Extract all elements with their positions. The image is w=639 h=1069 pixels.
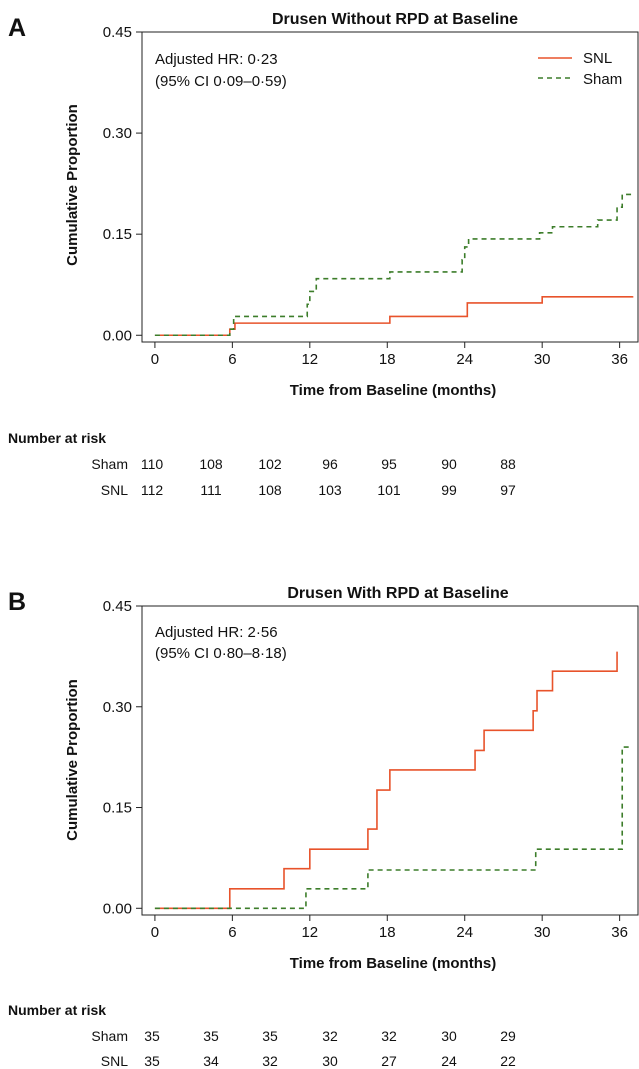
y-axis-label: Cumulative Proportion — [64, 679, 81, 841]
x-tick-label: 18 — [379, 351, 396, 368]
series-line-sham — [154, 746, 633, 910]
risk-cell: 101 — [377, 482, 401, 498]
risk-cell: 24 — [441, 1053, 457, 1069]
hr-annotation-line1: Adjusted HR: 2·56 — [155, 624, 278, 641]
risk-cell: 29 — [500, 1028, 516, 1044]
risk-cell: 103 — [318, 482, 342, 498]
y-tick-label: 0.30 — [103, 125, 132, 142]
risk-cell: 34 — [203, 1053, 219, 1069]
ci-annotation-line2: (95% CI 0·80–8·18) — [155, 645, 287, 662]
risk-cell: 88 — [500, 456, 516, 472]
panel-b: B Drusen With RPD at Baseline 0.000.150.… — [8, 585, 639, 1069]
y-tick-label: 0.15 — [103, 226, 132, 243]
risk-cell: 30 — [441, 1028, 457, 1044]
x-tick-label: 24 — [456, 351, 473, 368]
series-line-snl — [154, 651, 618, 910]
risk-cell: 108 — [258, 482, 282, 498]
x-tick-label: 6 — [228, 351, 236, 368]
y-tick-label: 0.15 — [103, 800, 132, 817]
series-line-snl — [154, 296, 634, 337]
chart-title: Drusen With RPD at Baseline — [287, 585, 508, 602]
risk-cell: 110 — [141, 456, 164, 472]
x-tick-label: 12 — [301, 351, 318, 368]
risk-cell: 90 — [441, 456, 457, 472]
risk-cell: 96 — [322, 456, 338, 472]
x-tick-label: 36 — [611, 924, 628, 941]
panel-a: A Drusen Without RPD at Baseline 0.00 0.1… — [8, 11, 639, 498]
y-tick-label: 0.45 — [103, 598, 132, 615]
plot-area: 0.00 0.15 0.30 0.45 0 6 12 18 24 30 36 — [103, 598, 639, 941]
risk-cell: 27 — [381, 1053, 397, 1069]
plot-frame — [141, 605, 639, 916]
x-tick-label: 0 — [151, 351, 159, 368]
legend: SNL Sham — [538, 50, 622, 88]
ci-annotation-line2: (95% CI 0·09–0·59) — [155, 73, 287, 90]
risk-cell: 108 — [199, 456, 223, 472]
risk-cell: 95 — [381, 456, 397, 472]
risk-cell: 111 — [200, 482, 221, 498]
hr-annotation-line1: Adjusted HR: 0·23 — [155, 51, 278, 68]
risk-table-heading: Number at risk — [8, 430, 106, 446]
risk-cell: 22 — [500, 1053, 516, 1069]
risk-cell: 32 — [381, 1028, 397, 1044]
risk-cell: 35 — [262, 1028, 278, 1044]
risk-cell: 35 — [203, 1028, 219, 1044]
x-tick-label: 6 — [228, 924, 236, 941]
legend-label-sham: Sham — [583, 71, 622, 88]
risk-row-label: SNL — [101, 482, 128, 498]
y-tick-label: 0.00 — [103, 900, 132, 917]
risk-cell: 32 — [262, 1053, 278, 1069]
x-tick-label: 36 — [611, 351, 628, 368]
x-tick-label: 12 — [301, 924, 318, 941]
series-line-sham — [154, 193, 633, 337]
risk-cell: 30 — [322, 1053, 338, 1069]
plot-frame — [141, 31, 639, 343]
x-axis-label: Time from Baseline (months) — [290, 382, 496, 399]
chart-title: Drusen Without RPD at Baseline — [272, 11, 518, 28]
risk-row-label: Sham — [91, 456, 128, 472]
y-tick-label: 0.30 — [103, 699, 132, 716]
risk-row-label: Sham — [91, 1028, 128, 1044]
x-axis-label: Time from Baseline (months) — [290, 955, 496, 972]
y-axis-label: Cumulative Proportion — [64, 104, 81, 266]
risk-cell: 35 — [144, 1028, 160, 1044]
x-tick-label: 30 — [534, 351, 551, 368]
risk-cell: 32 — [322, 1028, 338, 1044]
plot-area: 0.00 0.15 0.30 0.45 0 6 12 18 24 30 36 — [103, 24, 639, 368]
risk-cell: 35 — [144, 1053, 160, 1069]
x-tick-label: 24 — [456, 924, 473, 941]
risk-row-label: SNL — [101, 1053, 128, 1069]
risk-cell: 97 — [500, 482, 516, 498]
risk-table: Number at risk Sham 35 35 35 32 32 30 29 SNL 35 34 3… — [8, 1002, 516, 1069]
y-tick-label: 0.00 — [103, 327, 132, 344]
risk-cell: 99 — [441, 482, 457, 498]
x-tick-label: 0 — [151, 924, 159, 941]
panel-letter: B — [8, 588, 26, 616]
y-tick-label: 0.45 — [103, 24, 132, 41]
x-tick-label: 18 — [379, 924, 396, 941]
risk-cell: 102 — [258, 456, 282, 472]
legend-label-snl: SNL — [583, 50, 612, 67]
risk-table: Number at risk Sham 110 108 102 96 95 90 88 SNL 11… — [8, 430, 516, 498]
x-tick-label: 30 — [534, 924, 551, 941]
risk-cell: 112 — [141, 482, 164, 498]
panel-letter: A — [8, 14, 26, 42]
risk-table-heading: Number at risk — [8, 1002, 106, 1018]
